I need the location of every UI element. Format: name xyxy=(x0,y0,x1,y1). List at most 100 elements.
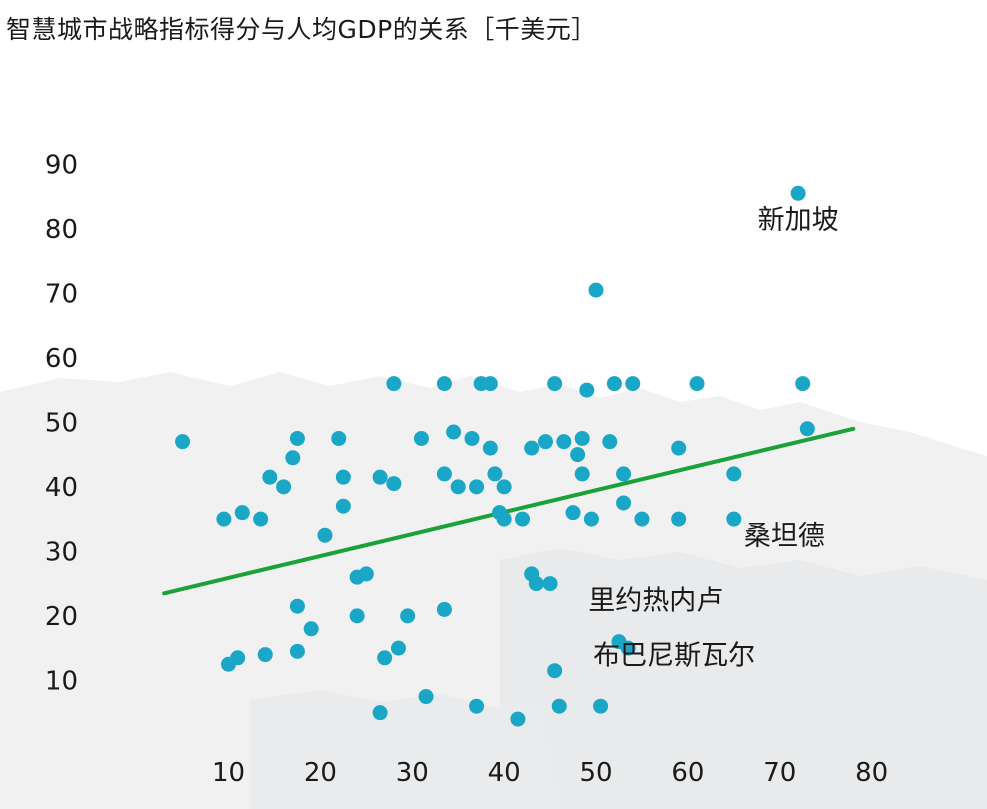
data-point xyxy=(216,511,232,527)
data-points xyxy=(175,185,815,727)
data-point xyxy=(528,576,544,592)
data-point xyxy=(574,466,590,482)
data-point xyxy=(358,566,374,582)
data-point xyxy=(547,376,563,392)
x-axis: 10 20 30 40 50 60 70 80 xyxy=(212,758,888,788)
data-point xyxy=(335,498,351,514)
data-point xyxy=(230,650,246,666)
data-point xyxy=(602,434,618,450)
data-point xyxy=(574,430,590,446)
city-annotation: 桑坦德 xyxy=(744,521,825,552)
city-annotation: 布巴尼斯瓦尔 xyxy=(593,640,755,671)
data-point xyxy=(565,505,581,521)
data-point xyxy=(377,650,393,666)
data-point xyxy=(436,466,452,482)
data-point xyxy=(496,479,512,495)
map-background xyxy=(0,372,987,809)
data-point xyxy=(450,479,466,495)
x-tick-label: 50 xyxy=(579,758,612,788)
data-point xyxy=(317,527,333,543)
y-tick-label: 70 xyxy=(45,279,78,309)
data-point xyxy=(524,440,540,456)
y-tick-label: 50 xyxy=(45,408,78,438)
data-point xyxy=(583,511,599,527)
data-point xyxy=(588,282,604,298)
trendline-group xyxy=(162,426,856,596)
data-point xyxy=(547,663,563,679)
data-point xyxy=(689,376,705,392)
data-point xyxy=(413,430,429,446)
y-tick-label: 30 xyxy=(45,537,78,567)
y-tick-label: 80 xyxy=(45,215,78,245)
data-point xyxy=(551,698,567,714)
data-point xyxy=(606,376,622,392)
data-point xyxy=(436,376,452,392)
data-point xyxy=(386,476,402,492)
data-point xyxy=(289,430,305,446)
data-point xyxy=(469,479,485,495)
x-tick-label: 80 xyxy=(855,758,888,788)
data-point xyxy=(175,434,191,450)
city-annotation: 新加坡 xyxy=(758,205,839,236)
x-tick-label: 20 xyxy=(304,758,337,788)
data-point xyxy=(436,601,452,617)
data-point xyxy=(349,608,365,624)
data-point xyxy=(262,469,278,485)
data-point xyxy=(556,434,572,450)
data-point xyxy=(671,511,687,527)
data-point xyxy=(276,479,292,495)
data-point xyxy=(446,424,462,440)
city-annotation: 里约热内卢 xyxy=(588,585,723,616)
data-point xyxy=(726,511,742,527)
data-point xyxy=(418,689,434,705)
data-point xyxy=(487,466,503,482)
data-point xyxy=(464,430,480,446)
data-point xyxy=(671,440,687,456)
y-tick-label: 90 xyxy=(45,150,78,180)
y-tick-label: 10 xyxy=(45,666,78,696)
data-point xyxy=(335,469,351,485)
data-point xyxy=(303,621,319,637)
data-point xyxy=(372,705,388,721)
chart-title: 智慧城市战略指标得分与人均GDP的关系［千美元］ xyxy=(6,15,597,44)
data-point xyxy=(799,421,815,437)
data-point xyxy=(331,430,347,446)
data-point xyxy=(386,376,402,392)
data-point xyxy=(537,434,553,450)
data-point xyxy=(570,447,586,463)
data-point xyxy=(469,698,485,714)
x-tick-label: 60 xyxy=(671,758,704,788)
data-point xyxy=(579,382,595,398)
data-point xyxy=(496,511,512,527)
data-point xyxy=(616,495,632,511)
x-tick-label: 10 xyxy=(212,758,245,788)
data-point xyxy=(795,376,811,392)
data-point xyxy=(253,511,269,527)
x-tick-label: 70 xyxy=(763,758,796,788)
data-point xyxy=(285,450,301,466)
data-point xyxy=(372,469,388,485)
x-tick-label: 40 xyxy=(488,758,521,788)
data-point xyxy=(515,511,530,527)
trendline xyxy=(162,426,856,596)
data-point xyxy=(482,440,498,456)
data-point xyxy=(390,640,406,656)
data-point xyxy=(257,647,273,663)
data-point xyxy=(289,643,305,659)
y-tick-label: 20 xyxy=(45,602,78,632)
data-point xyxy=(616,466,632,482)
data-point xyxy=(289,598,305,614)
data-point xyxy=(482,376,498,392)
data-point xyxy=(400,608,416,624)
data-point xyxy=(620,640,636,656)
data-point xyxy=(625,376,641,392)
data-point xyxy=(593,698,609,714)
data-point xyxy=(542,576,558,592)
data-point xyxy=(634,511,650,527)
y-axis: 10 20 30 40 50 60 70 80 90 xyxy=(45,150,78,696)
data-point xyxy=(234,505,250,521)
y-tick-label: 60 xyxy=(45,344,78,374)
data-point xyxy=(726,466,742,482)
